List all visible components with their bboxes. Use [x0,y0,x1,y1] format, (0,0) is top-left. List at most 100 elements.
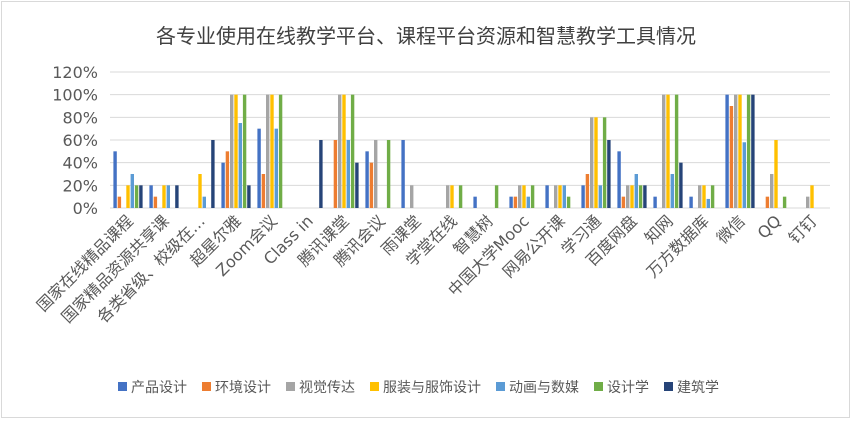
bar [734,94,738,208]
bar [662,94,666,208]
bar [810,185,814,208]
bar [198,174,202,208]
legend-swatch [202,382,211,391]
bar [319,140,323,208]
chart-title: 各专业使用在线教学平台、课程平台资源和智慧教学工具情况 [156,24,696,48]
bar [594,117,598,208]
bar [674,94,679,208]
x-tick-label: 微信 [713,211,749,247]
bar [509,196,513,208]
legend-label: 视觉传达 [299,380,355,396]
bar [458,185,463,208]
bar [175,185,179,208]
bar [621,196,626,208]
bar [670,174,674,208]
x-tick-label: 钉钉 [785,211,821,247]
legend-swatch [496,382,505,391]
legend-label: 建筑学 [677,380,719,396]
bar [166,185,170,208]
legend-swatch [370,382,379,391]
bar [230,94,234,208]
bar [725,94,729,208]
y-tick-label: 100% [52,86,98,105]
legend-label: 环境设计 [215,380,271,396]
bar [338,94,342,208]
bar [266,94,270,208]
bar [562,185,566,208]
bar [774,140,778,208]
bar [221,162,225,208]
bar [626,185,630,208]
bar [782,196,787,208]
y-tick-label: 0% [73,199,98,218]
bar [202,196,206,208]
bar [689,196,693,208]
bar [130,174,134,208]
bar [638,185,643,208]
bar [679,162,683,208]
bar [526,196,530,208]
bar [126,185,130,208]
bar [162,185,166,208]
bar [742,142,746,208]
bar [602,117,607,208]
bar [374,140,378,208]
bar [473,196,477,208]
bar [751,94,755,208]
bar [257,128,261,208]
bar [149,185,153,208]
bar [242,94,247,208]
bar [738,94,742,208]
bar [630,185,634,208]
y-tick-label: 20% [62,176,98,195]
bar [590,117,594,208]
bar [134,185,139,208]
bar [211,140,215,208]
bar [522,185,526,208]
bar [566,196,571,208]
bar [261,174,266,208]
y-tick-label: 80% [62,108,98,127]
legend-label: 动画与数媒 [509,380,579,396]
bar [666,94,670,208]
bar [247,185,251,208]
bar [634,174,638,208]
bar [278,94,283,208]
bar [698,185,702,208]
bar [270,94,274,208]
bar [806,196,810,208]
bar [238,123,242,208]
bar [530,185,535,208]
bar [554,185,558,208]
bar [346,140,350,208]
y-tick-label: 40% [62,154,98,173]
bar [234,94,238,208]
x-tick-label: QQ [754,211,785,242]
bar [729,106,734,208]
bar [153,196,158,208]
bar [333,140,338,208]
bar [770,174,774,208]
bar [225,151,230,208]
bar [706,198,710,208]
bar [746,94,751,208]
bar [401,140,405,208]
legend-swatch [594,382,603,391]
bar [653,196,657,208]
legend-label: 产品设计 [131,380,187,396]
legend-swatch [664,382,673,391]
bar [545,185,549,208]
bar [598,185,602,208]
bar [139,185,143,208]
bar [117,196,122,208]
bar [342,94,346,208]
bar [558,185,562,208]
bar [274,128,278,208]
bar [581,185,585,208]
y-tick-label: 120% [52,63,98,82]
bar [386,140,391,208]
legend-swatch [286,382,295,391]
bar [513,196,518,208]
